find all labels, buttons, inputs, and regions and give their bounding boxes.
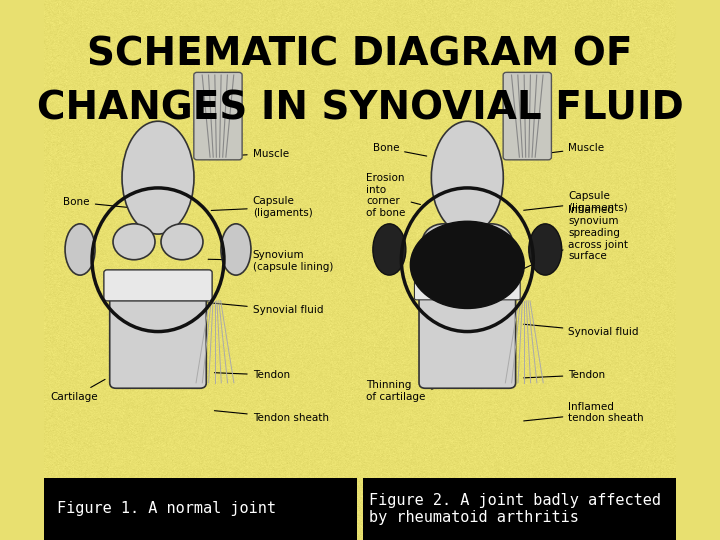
Ellipse shape bbox=[161, 224, 203, 260]
Ellipse shape bbox=[221, 224, 251, 275]
Text: Bone: Bone bbox=[373, 143, 427, 156]
Text: Capsule
(ligaments): Capsule (ligaments) bbox=[523, 191, 628, 213]
Ellipse shape bbox=[373, 224, 406, 275]
Ellipse shape bbox=[65, 224, 95, 275]
Text: Muscle: Muscle bbox=[523, 143, 604, 156]
Text: Erosion
into
corner
of bone: Erosion into corner of bone bbox=[366, 173, 420, 218]
Ellipse shape bbox=[410, 221, 524, 308]
Text: Figure 1. A normal joint: Figure 1. A normal joint bbox=[57, 502, 276, 516]
Ellipse shape bbox=[470, 224, 513, 260]
Text: Synovial fluid: Synovial fluid bbox=[208, 302, 323, 315]
Ellipse shape bbox=[528, 224, 562, 275]
Text: Tendon sheath: Tendon sheath bbox=[215, 411, 329, 423]
Text: Inflamed
tendon sheath: Inflamed tendon sheath bbox=[523, 402, 644, 423]
FancyBboxPatch shape bbox=[503, 72, 552, 160]
Text: Capsule
(ligaments): Capsule (ligaments) bbox=[211, 197, 312, 218]
Text: Bone: Bone bbox=[63, 197, 130, 207]
Text: Figure 2. A joint badly affected
by rheumatoid arthritis: Figure 2. A joint badly affected by rheu… bbox=[369, 492, 662, 525]
FancyBboxPatch shape bbox=[104, 270, 212, 301]
FancyBboxPatch shape bbox=[419, 285, 516, 388]
Text: Cartilage: Cartilage bbox=[50, 380, 105, 402]
Ellipse shape bbox=[431, 121, 503, 234]
FancyBboxPatch shape bbox=[194, 72, 242, 160]
Ellipse shape bbox=[113, 224, 155, 260]
Text: Synovium
(capsule lining): Synovium (capsule lining) bbox=[208, 251, 333, 272]
Text: Muscle: Muscle bbox=[215, 148, 289, 159]
Bar bbox=[363, 478, 675, 540]
FancyBboxPatch shape bbox=[415, 281, 520, 300]
Text: SCHEMATIC DIAGRAM OF: SCHEMATIC DIAGRAM OF bbox=[87, 35, 633, 73]
Text: Synovial fluid: Synovial fluid bbox=[523, 324, 639, 337]
Ellipse shape bbox=[423, 224, 464, 260]
Text: Inflamed
synovium
spreading
across joint
surface: Inflamed synovium spreading across joint… bbox=[523, 205, 629, 269]
Text: Thinning
of cartilage: Thinning of cartilage bbox=[366, 380, 433, 402]
Text: CHANGES IN SYNOVIAL FLUID: CHANGES IN SYNOVIAL FLUID bbox=[37, 89, 683, 127]
Text: Tendon: Tendon bbox=[523, 370, 606, 380]
Bar bbox=[45, 478, 357, 540]
FancyBboxPatch shape bbox=[109, 285, 207, 388]
Text: Tendon: Tendon bbox=[215, 370, 290, 380]
Ellipse shape bbox=[122, 121, 194, 234]
